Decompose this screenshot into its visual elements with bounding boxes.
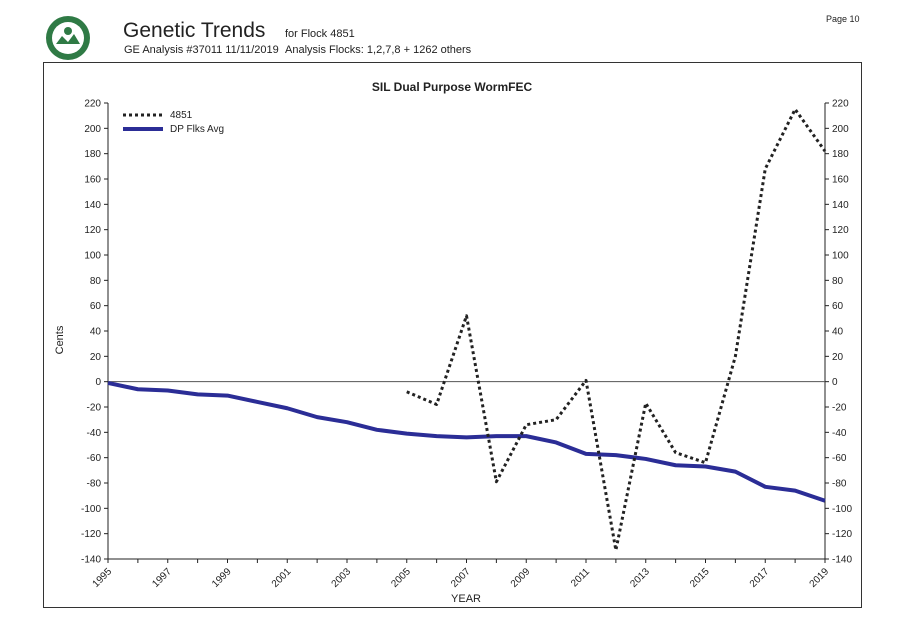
analysis-id: GE Analysis #37011 11/11/2019 xyxy=(124,44,279,56)
y-tick-label-right: 120 xyxy=(832,225,849,236)
y-tick-label: -20 xyxy=(87,403,102,414)
y-tick-label: 140 xyxy=(84,200,101,211)
y-tick-label: -80 xyxy=(87,479,102,490)
y-tick-label-right: -100 xyxy=(832,504,852,515)
y-tick-label: -60 xyxy=(87,453,102,464)
y-tick-label: 80 xyxy=(90,276,102,287)
x-tick-label: 1999 xyxy=(210,566,234,590)
y-axis-label: Cents xyxy=(54,325,66,354)
x-tick-label: 2009 xyxy=(509,566,533,590)
y-tick-label-right: 160 xyxy=(832,175,849,186)
analysis-flocks: Analysis Flocks: 1,2,7,8 + 1262 others xyxy=(285,44,472,56)
y-tick-label-right: 0 xyxy=(832,377,838,388)
x-tick-label: 2011 xyxy=(569,566,592,589)
y-tick-label: 20 xyxy=(90,352,102,363)
y-tick-label-right: 140 xyxy=(832,200,849,211)
y-tick-label-right: 200 xyxy=(832,124,849,135)
y-tick-label: -40 xyxy=(87,428,102,439)
y-tick-label: -120 xyxy=(81,529,101,540)
y-tick-label: 60 xyxy=(90,301,102,312)
chart-title: SIL Dual Purpose WormFEC xyxy=(372,80,533,94)
y-tick-label: 180 xyxy=(84,149,101,160)
y-tick-label: 40 xyxy=(90,327,102,338)
x-tick-label: 2015 xyxy=(688,566,712,590)
x-tick-label: 2001 xyxy=(270,566,294,590)
series-line-dp-flks-avg xyxy=(107,380,826,503)
x-tick-label: 2007 xyxy=(449,566,473,590)
flock-label: for Flock 4851 xyxy=(285,28,355,40)
y-tick-label-right: -140 xyxy=(832,555,852,566)
y-tick-label: -140 xyxy=(81,555,101,566)
x-tick-label: 2013 xyxy=(628,566,652,590)
x-tick-label: 2019 xyxy=(808,566,832,590)
x-tick-label: 2003 xyxy=(330,566,354,590)
y-tick-label-right: 20 xyxy=(832,352,844,363)
x-tick-label: 1995 xyxy=(91,566,115,590)
legend-label-avg: DP Flks Avg xyxy=(170,124,224,135)
y-tick-label: 200 xyxy=(84,124,101,135)
y-tick-label: 220 xyxy=(84,99,101,110)
y-tick-label-right: -80 xyxy=(832,479,847,490)
y-tick-label-right: -60 xyxy=(832,453,847,464)
y-tick-label: 100 xyxy=(84,251,101,262)
y-tick-label-right: 180 xyxy=(832,149,849,160)
sil-logo xyxy=(46,16,90,60)
y-tick-label-right: 60 xyxy=(832,301,844,312)
x-tick-label: 2017 xyxy=(748,566,772,590)
page-number: Page 10 xyxy=(826,14,860,24)
x-tick-label: 1997 xyxy=(150,566,174,590)
series-line-4851 xyxy=(406,107,827,552)
chart-frame xyxy=(43,62,862,608)
y-tick-label-right: 80 xyxy=(832,276,844,287)
y-tick-label-right: 220 xyxy=(832,99,849,110)
y-tick-label-right: 40 xyxy=(832,327,844,338)
y-tick-label-right: -120 xyxy=(832,529,852,540)
y-tick-label: 160 xyxy=(84,175,101,186)
x-axis-label: YEAR xyxy=(451,593,481,605)
y-tick-label-right: 100 xyxy=(832,251,849,262)
y-tick-label: 120 xyxy=(84,225,101,236)
y-tick-label: 0 xyxy=(95,377,101,388)
legend-label-4851: 4851 xyxy=(170,110,193,121)
y-tick-label-right: -20 xyxy=(832,403,847,414)
x-tick-label: 2005 xyxy=(389,566,413,590)
y-tick-label-right: -40 xyxy=(832,428,847,439)
page-title: Genetic Trends xyxy=(123,19,266,42)
y-tick-label: -100 xyxy=(81,504,101,515)
